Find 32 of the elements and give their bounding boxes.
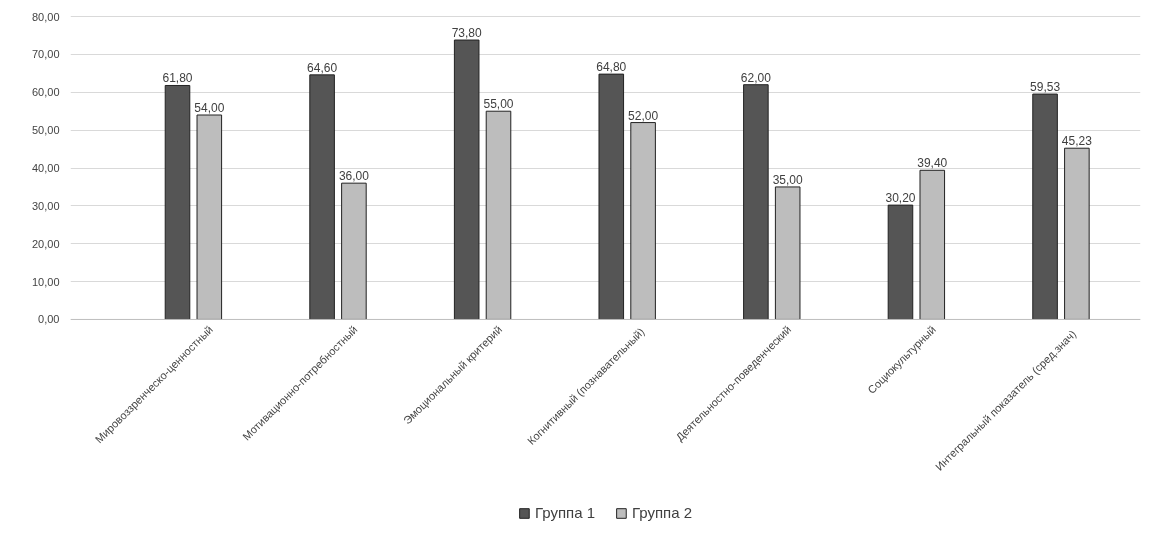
y-tick-label: 50,00: [31, 124, 60, 137]
data-label: 30,20: [885, 191, 916, 206]
y-tick-label: 40,00: [31, 162, 60, 175]
y-tick-label: 80,00: [31, 10, 60, 23]
y-tick-label: 20,00: [31, 237, 60, 250]
bar: [164, 84, 191, 320]
data-label: 35,00: [772, 172, 804, 187]
y-tick-label: 60,00: [31, 86, 60, 99]
legend-label: Группа 2: [632, 504, 693, 521]
data-label: 39,40: [917, 156, 948, 171]
data-label: 52,00: [628, 108, 659, 123]
data-label: 64,60: [307, 60, 338, 75]
data-label: 62,00: [740, 70, 772, 85]
legend-label: Группа 1: [534, 504, 595, 521]
bar: [887, 204, 914, 320]
bar: [1032, 93, 1058, 320]
bar: [598, 73, 625, 320]
data-label: 45,23: [1061, 134, 1093, 149]
bar: [743, 84, 769, 320]
y-tick-label: 0,00: [38, 313, 60, 326]
bar: [309, 74, 335, 320]
y-tick-label: 30,00: [31, 199, 60, 212]
bar: [453, 39, 480, 320]
data-label: 61,80: [162, 71, 193, 86]
data-label: 54,00: [194, 101, 225, 115]
data-label: 36,00: [338, 169, 370, 184]
data-label: 59,53: [1030, 80, 1061, 95]
data-label: 73,80: [451, 26, 483, 41]
data-label: 55,00: [483, 97, 514, 112]
data-label: 64,80: [596, 60, 627, 75]
y-tick-label: 70,00: [31, 48, 60, 61]
y-tick-label: 10,00: [31, 275, 60, 288]
